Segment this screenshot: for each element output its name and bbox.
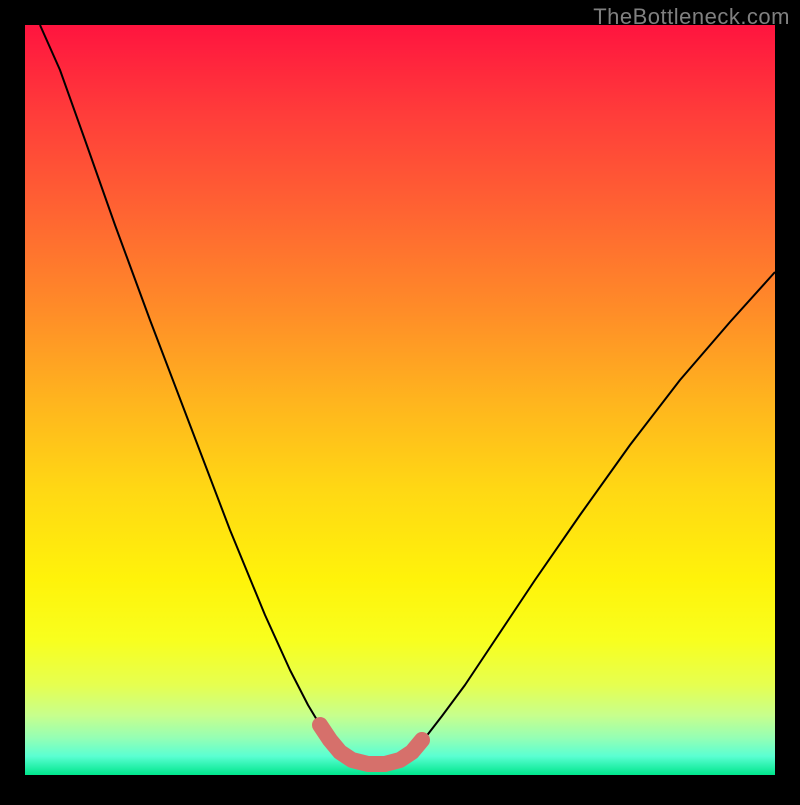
watermark-text: TheBottleneck.com: [593, 4, 790, 30]
plot-background: [25, 25, 775, 775]
bottleneck-chart: [0, 0, 800, 805]
chart-svg: [0, 0, 800, 800]
